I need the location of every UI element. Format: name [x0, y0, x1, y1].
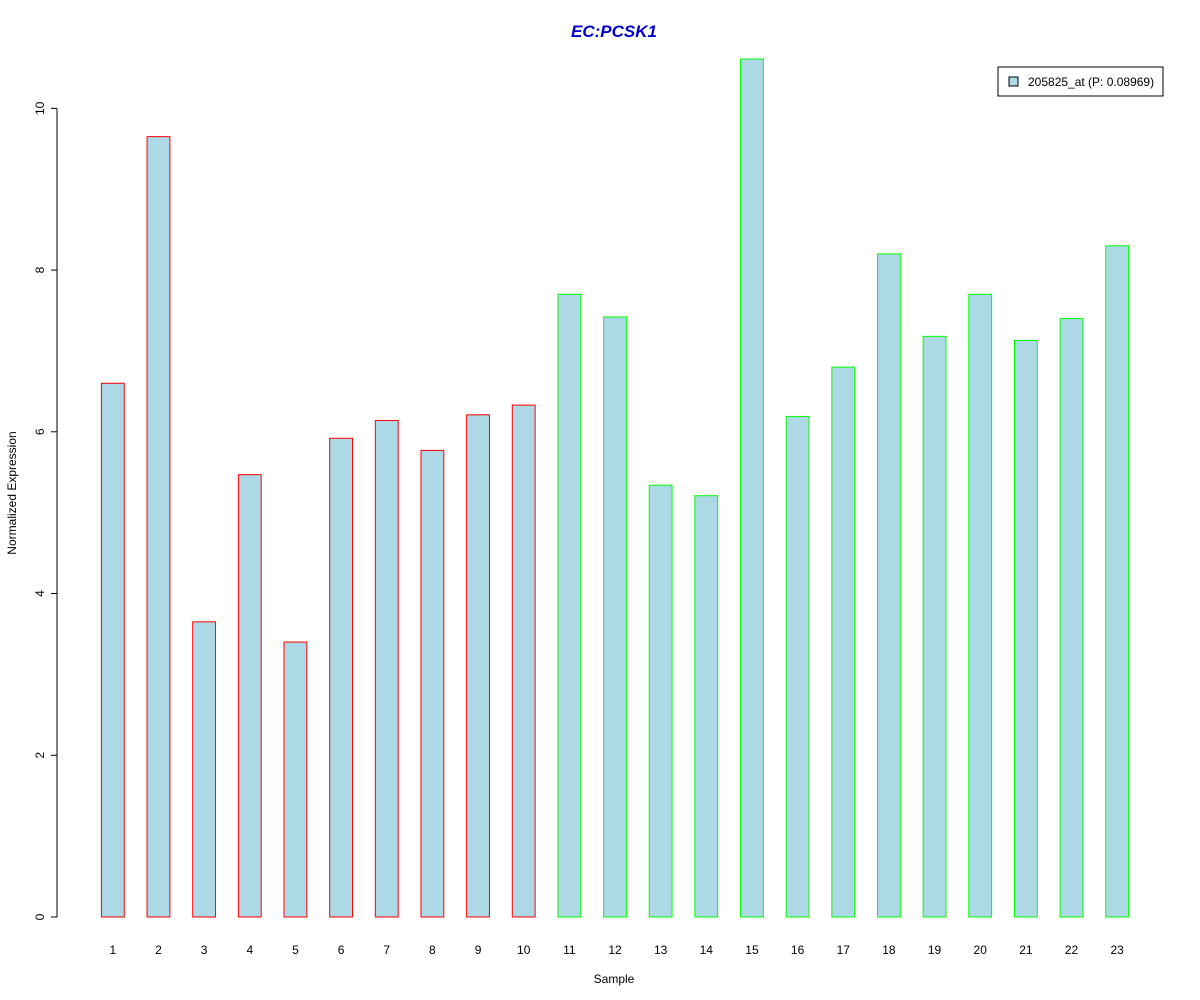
bar-sample-20 [968, 293, 993, 918]
bar-sample-15 [740, 58, 764, 918]
x-tick-label: 4 [246, 943, 253, 957]
y-tick-label: 8 [33, 266, 47, 273]
y-tick-label: 6 [33, 428, 47, 435]
bar-sample-10 [511, 404, 536, 918]
bar-sample-11 [557, 293, 582, 918]
bar-sample-22 [1059, 318, 1084, 918]
x-tick-label: 3 [201, 943, 208, 957]
x-tick-label: 6 [338, 943, 345, 957]
x-tick-label: 19 [928, 943, 942, 957]
bar-sample-18 [877, 253, 901, 918]
x-tick-label: 15 [745, 943, 759, 957]
x-axis-title: Sample [594, 972, 635, 986]
bar-sample-21 [1013, 339, 1038, 918]
x-tick-label: 11 [563, 943, 576, 957]
bars [100, 58, 1130, 918]
bar-sample-6 [329, 437, 354, 918]
y-tick-label: 0 [33, 913, 47, 920]
x-tick-label: 5 [292, 943, 299, 957]
x-tick-label: 18 [882, 943, 896, 957]
x-tick-label: 20 [974, 943, 988, 957]
x-tick-label: 21 [1019, 943, 1033, 957]
x-tick-label: 17 [837, 943, 851, 957]
x-tick-label: 1 [109, 943, 116, 957]
legend-swatch [1008, 76, 1019, 87]
x-tick-label: 9 [475, 943, 482, 957]
bar-sample-17 [831, 366, 856, 918]
y-axis: 0 2 4 6 8 10 [33, 101, 58, 920]
x-tick-label: 14 [700, 943, 714, 957]
y-axis-title: Normalized Expression [5, 431, 19, 554]
x-tick-label: 7 [383, 943, 390, 957]
legend-label: 205825_at (P: 0.08969) [1028, 75, 1154, 89]
bar-sample-2 [146, 136, 171, 918]
bar-sample-1 [100, 382, 125, 918]
bar-sample-16 [785, 415, 810, 918]
bar-sample-13 [648, 484, 673, 918]
y-tick-label: 2 [33, 752, 47, 759]
x-tick-label: 16 [791, 943, 805, 957]
x-tick-label: 2 [155, 943, 162, 957]
chart-title: EC:PCSK1 [571, 22, 657, 41]
x-tick-label: 13 [654, 943, 668, 957]
x-tick-label: 8 [429, 943, 436, 957]
x-tick-label: 22 [1065, 943, 1079, 957]
bar-sample-23 [1105, 245, 1130, 918]
legend: 205825_at (P: 0.08969) [997, 66, 1164, 97]
x-tick-labels: 1 2 3 4 5 6 7 8 9 10 11 12 13 14 15 16 17 18 19 20 21 22 23 [109, 943, 1124, 957]
bar-sample-9 [466, 414, 490, 918]
bar-sample-12 [603, 316, 627, 918]
bar-sample-19 [922, 335, 947, 918]
x-tick-label: 12 [608, 943, 622, 957]
bar-sample-7 [374, 419, 399, 918]
x-tick-label: 10 [517, 943, 531, 957]
bar-sample-5 [283, 641, 308, 918]
bar-sample-3 [192, 621, 217, 918]
bar-sample-8 [420, 449, 445, 918]
x-tick-label: 23 [1110, 943, 1124, 957]
y-tick-label: 10 [33, 101, 47, 115]
bar-sample-4 [237, 474, 262, 918]
bar-sample-14 [694, 495, 719, 918]
y-tick-label: 4 [33, 590, 47, 597]
legend-box [997, 66, 1164, 97]
